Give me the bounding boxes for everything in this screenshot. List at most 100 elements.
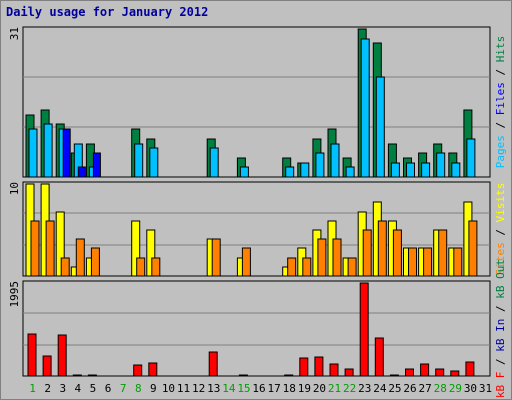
bar-sites <box>317 238 327 277</box>
legend-entry: kB F <box>494 372 507 399</box>
plot-area-kbytes <box>22 280 491 377</box>
x-tick-label: 13 <box>207 382 220 395</box>
bar-visits <box>55 211 65 277</box>
x-tick-label: 6 <box>105 382 112 395</box>
x-tick-label: 30 <box>464 382 477 395</box>
x-tick-label: 28 <box>434 382 447 395</box>
legend-entry: / <box>494 222 507 242</box>
bar-files <box>436 152 446 178</box>
bar-sites <box>90 247 100 277</box>
y-tick-label-visitors: 10 <box>8 182 21 195</box>
y-tick-label-traffic: 31 <box>8 27 21 40</box>
bar-files <box>239 166 249 178</box>
bar-files <box>451 162 461 178</box>
bar-sites <box>377 220 387 277</box>
bar-files <box>43 123 53 178</box>
bar-kb-f <box>133 364 143 377</box>
x-tick-label: 29 <box>449 382 462 395</box>
bar-pages <box>62 128 71 178</box>
bar-files <box>28 128 38 178</box>
bar-sites <box>151 257 161 277</box>
bar-files <box>360 38 370 178</box>
bar-files <box>134 143 144 178</box>
legend-visitors: Sites / Visits <box>494 183 507 276</box>
legend-entry: / <box>494 62 507 82</box>
bar-kb-f <box>72 374 82 377</box>
bar-files <box>466 138 476 178</box>
x-tick-label: 25 <box>388 382 401 395</box>
bar-visits <box>146 229 156 277</box>
bar-kb-f <box>405 368 414 377</box>
legend-entry: Files <box>494 82 507 115</box>
bar-kb-f <box>42 355 52 377</box>
bar-sites <box>438 229 448 277</box>
x-tick-label: 4 <box>75 382 82 395</box>
legend-kbytes: kB F / kB In / kB Out <box>494 259 507 398</box>
x-tick-label: 3 <box>59 382 66 395</box>
bar-sites <box>30 220 40 277</box>
bar-sites <box>136 257 146 277</box>
legend-entry: / <box>494 115 507 135</box>
bar-files <box>285 166 295 178</box>
bar-files <box>406 162 415 178</box>
bar-kb-f <box>374 337 384 377</box>
y-tick-label-kbytes: 1995 <box>8 281 21 308</box>
bar-kb-f <box>208 351 218 377</box>
legend-entry: kB In <box>494 319 507 352</box>
bar-sites <box>241 247 251 277</box>
x-tick-label: 24 <box>373 382 387 395</box>
bar-pages <box>92 152 101 178</box>
bar-files <box>375 76 385 178</box>
bar-sites <box>287 257 297 277</box>
bar-sites <box>75 238 85 277</box>
x-tick-label: 10 <box>162 382 175 395</box>
bar-kb-f <box>57 334 67 377</box>
bar-kb-f <box>87 374 97 377</box>
legend-entry: Sites <box>494 242 507 275</box>
x-tick-label: 11 <box>177 382 190 395</box>
x-tick-label: 23 <box>358 382 371 395</box>
bar-sites <box>362 229 372 277</box>
bar-files <box>300 162 310 178</box>
x-tick-label: 5 <box>90 382 97 395</box>
x-tick-label: 2 <box>44 382 51 395</box>
x-tick-label: 20 <box>313 382 326 395</box>
bar-kb-f <box>465 361 475 377</box>
bar-files <box>421 162 431 178</box>
plot-area-traffic <box>22 26 491 178</box>
bar-sites <box>408 247 417 277</box>
bar-sites <box>45 220 55 277</box>
bar-kb-f <box>27 333 37 377</box>
x-tick-label: 15 <box>237 382 250 395</box>
legend-entry: Hits <box>494 36 507 63</box>
bar-kb-f <box>389 374 399 377</box>
bar-kb-f <box>344 368 354 377</box>
bar-kb-f <box>284 374 294 377</box>
legend-entry: kB Out <box>494 259 507 299</box>
bar-sites <box>302 257 312 277</box>
chart-title: Daily usage for January 2012 <box>6 5 209 19</box>
x-tick-label: 17 <box>268 382 281 395</box>
x-tick-label: 31 <box>479 382 492 395</box>
x-tick-label: 19 <box>298 382 311 395</box>
x-tick-label: 1 <box>29 382 36 395</box>
bar-kb-f <box>299 357 309 377</box>
bar-kb-f <box>450 370 460 377</box>
bar-sites <box>332 238 342 277</box>
legend-traffic: Pages / Files / Hits <box>494 36 507 169</box>
x-tick-label: 22 <box>343 382 356 395</box>
x-tick-label: 26 <box>403 382 416 395</box>
bar-sites <box>468 220 478 277</box>
bar-sites <box>392 229 402 277</box>
legend-entry: Pages <box>494 135 507 168</box>
bar-files <box>209 147 219 178</box>
bar-kb-f <box>329 363 339 377</box>
bar-visits <box>131 220 141 277</box>
bar-files <box>390 162 400 178</box>
bar-kb-f <box>359 282 369 377</box>
bar-sites <box>453 247 463 277</box>
bar-sites <box>423 247 433 277</box>
x-tick-label: 12 <box>192 382 205 395</box>
legend-entry: Visits <box>494 183 507 223</box>
